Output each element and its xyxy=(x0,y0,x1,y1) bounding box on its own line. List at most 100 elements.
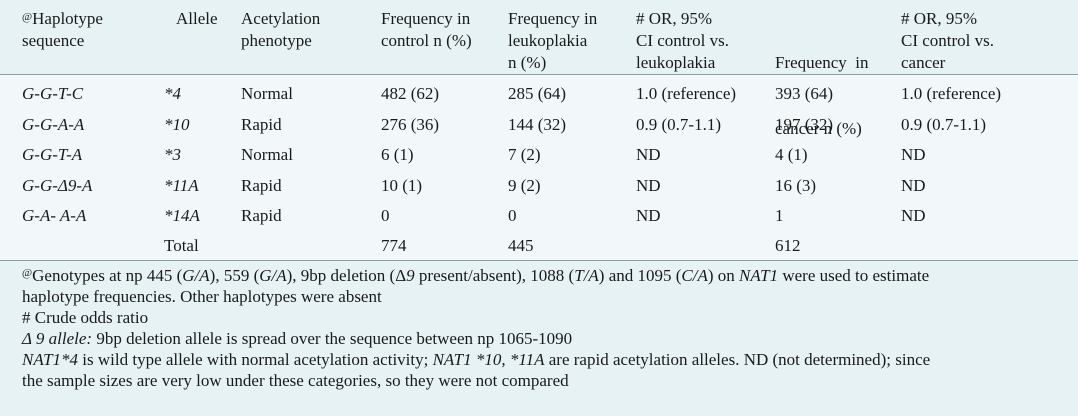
header-freq-cancer-line2: cancer n (%) xyxy=(775,119,862,138)
cell-freq-leuko: 9 (2) xyxy=(508,176,541,195)
cell-phenotype: Rapid xyxy=(241,115,282,134)
footnote-text: 9 xyxy=(406,266,415,285)
footnote-text: 9bp deletion allele is spread over the s… xyxy=(92,329,573,348)
footnote-deletion: Δ 9 allele: 9bp deletion allele is sprea… xyxy=(22,328,1062,349)
cell-or-leuko: ND xyxy=(636,206,661,225)
header-freq-leukoplakia: Frequency in leukoplakia n (%) xyxy=(508,8,597,74)
footnote-text: NAT1*4 xyxy=(22,350,79,369)
footnote-text: present/absent), 1088 ( xyxy=(414,266,575,285)
total-freq-leuko: 445 xyxy=(508,236,534,255)
at-symbol: @ xyxy=(22,11,33,23)
cell-freq-control: 6 (1) xyxy=(381,145,414,164)
footnote-genotypes-line2: haplotype frequencies. Other haplotypes … xyxy=(22,287,382,306)
header-allele: Allele xyxy=(176,9,218,28)
header-haplotype-line2: sequence xyxy=(22,31,85,50)
header-or-leuko-line3: leukoplakia xyxy=(636,53,716,72)
cell-freq-control: 276 (36) xyxy=(381,115,440,134)
header-freq-cancer-line1: Frequency in xyxy=(775,53,869,72)
footnote-text: ) and 1095 ( xyxy=(598,266,682,285)
footer-rule xyxy=(0,260,1078,261)
footnote-text: Δ 9 allele: xyxy=(22,329,93,348)
footnote-text: ) on xyxy=(707,266,740,285)
header-freq-control-line2: control n (%) xyxy=(381,31,472,50)
header-freq-cancer: Frequency in cancer n (%) xyxy=(775,8,868,184)
footnote-text: ), 559 ( xyxy=(209,266,260,285)
cell-haplotype: G-A- A-A xyxy=(22,206,87,225)
footnote-text: Genotypes at np 445 ( xyxy=(32,266,183,285)
cell-phenotype: Normal xyxy=(241,84,293,103)
footnote-nat1: NAT1*4 is wild type allele with normal a… xyxy=(22,349,1062,370)
table-header-band xyxy=(0,0,1078,74)
cell-or-cancer: ND xyxy=(901,206,926,225)
header-or-cancer-line1: # OR, 95% xyxy=(901,9,978,28)
header-haplotype: @Haplotype sequence xyxy=(22,8,103,52)
header-freq-leuko-line3: n (%) xyxy=(508,53,547,72)
footnote-crude-odds: # Crude odds ratio xyxy=(22,308,149,327)
header-freq-control-line1: Frequency in xyxy=(381,9,471,28)
cell-freq-control: 0 xyxy=(381,206,390,225)
cell-haplotype: G-G-A-A xyxy=(22,115,85,134)
table-footnotes: @Genotypes at np 445 (G/A), 559 (G/A), 9… xyxy=(22,265,1062,391)
table-footnote-band xyxy=(0,260,1078,416)
cell-or-cancer: ND xyxy=(901,176,926,195)
header-or-cancer-line3: cancer xyxy=(901,53,946,72)
cell-haplotype: G-G-T-C xyxy=(22,84,84,103)
header-freq-leuko-line2: leukoplakia xyxy=(508,31,588,50)
cell-allele: *14A xyxy=(164,206,200,225)
cell-or-cancer: 1.0 (reference) xyxy=(901,84,1002,103)
footnote-nat1-line2: the sample sizes are very low under thes… xyxy=(22,371,569,390)
cell-freq-leuko: 0 xyxy=(508,206,517,225)
table-body-band xyxy=(0,74,1078,260)
footnote-text: are rapid acetylation alleles. ND (not d… xyxy=(544,350,931,369)
header-freq-control: Frequency in control n (%) xyxy=(381,8,472,52)
at-symbol: @ xyxy=(22,267,33,279)
cell-freq-leuko: 7 (2) xyxy=(508,145,541,164)
cell-haplotype: G-G-Δ9-A xyxy=(22,176,93,195)
cell-allele: *10 xyxy=(164,115,190,134)
total-freq-control: 774 xyxy=(381,236,407,255)
header-or-leuko-line2: CI control vs. xyxy=(636,31,730,50)
footnote-text: NAT1 xyxy=(739,266,779,285)
footnote-text: G/A xyxy=(259,266,287,285)
header-acetylation: Acetylation phenotype xyxy=(241,8,320,52)
cell-allele: *11A xyxy=(164,176,199,195)
cell-freq-cancer: 4 (1) xyxy=(775,145,808,164)
cell-or-leuko: 1.0 (reference) xyxy=(636,84,737,103)
cell-or-cancer: 0.9 (0.7-1.1) xyxy=(901,115,986,134)
header-acetylation-line2: phenotype xyxy=(241,31,312,50)
footnote-text: T/A xyxy=(574,266,599,285)
cell-freq-cancer: 393 (64) xyxy=(775,84,834,103)
header-haplotype-line1: Haplotype xyxy=(32,9,103,28)
cell-or-leuko: ND xyxy=(636,145,661,164)
footnote-genotypes: @Genotypes at np 445 (G/A), 559 (G/A), 9… xyxy=(22,265,1062,286)
cell-freq-control: 482 (62) xyxy=(381,84,440,103)
header-or-leukoplakia: # OR, 95% CI control vs. leukoplakia xyxy=(636,8,729,74)
cell-freq-leuko: 144 (32) xyxy=(508,115,567,134)
footnote-text: were used to estimate xyxy=(778,266,930,285)
header-rule xyxy=(0,74,1078,75)
cell-allele: *3 xyxy=(164,145,181,164)
header-freq-leuko-line1: Frequency in xyxy=(508,9,598,28)
total-freq-cancer: 612 xyxy=(775,236,801,255)
cell-freq-leuko: 285 (64) xyxy=(508,84,567,103)
footnote-text: is wild type allele with normal acetylat… xyxy=(78,350,433,369)
header-acetylation-line1: Acetylation xyxy=(241,9,321,28)
cell-phenotype: Rapid xyxy=(241,176,282,195)
cell-allele: *4 xyxy=(164,84,181,103)
cell-freq-cancer: 16 (3) xyxy=(775,176,817,195)
cell-haplotype: G-G-T-A xyxy=(22,145,83,164)
cell-phenotype: Normal xyxy=(241,145,293,164)
cell-freq-cancer: 1 xyxy=(775,206,784,225)
header-or-cancer: # OR, 95% CI control vs. cancer xyxy=(901,8,994,74)
footnote-text: G/A xyxy=(182,266,210,285)
cell-phenotype: Rapid xyxy=(241,206,282,225)
cell-or-leuko: 0.9 (0.7-1.1) xyxy=(636,115,721,134)
cell-or-cancer: ND xyxy=(901,145,926,164)
header-or-leuko-line1: # OR, 95% xyxy=(636,9,713,28)
footnote-text: NAT1 *10, *11A xyxy=(432,350,545,369)
cell-or-leuko: ND xyxy=(636,176,661,195)
footnote-text: ), 9bp deletion (Δ xyxy=(286,266,407,285)
header-or-cancer-line2: CI control vs. xyxy=(901,31,995,50)
cell-freq-control: 10 (1) xyxy=(381,176,423,195)
